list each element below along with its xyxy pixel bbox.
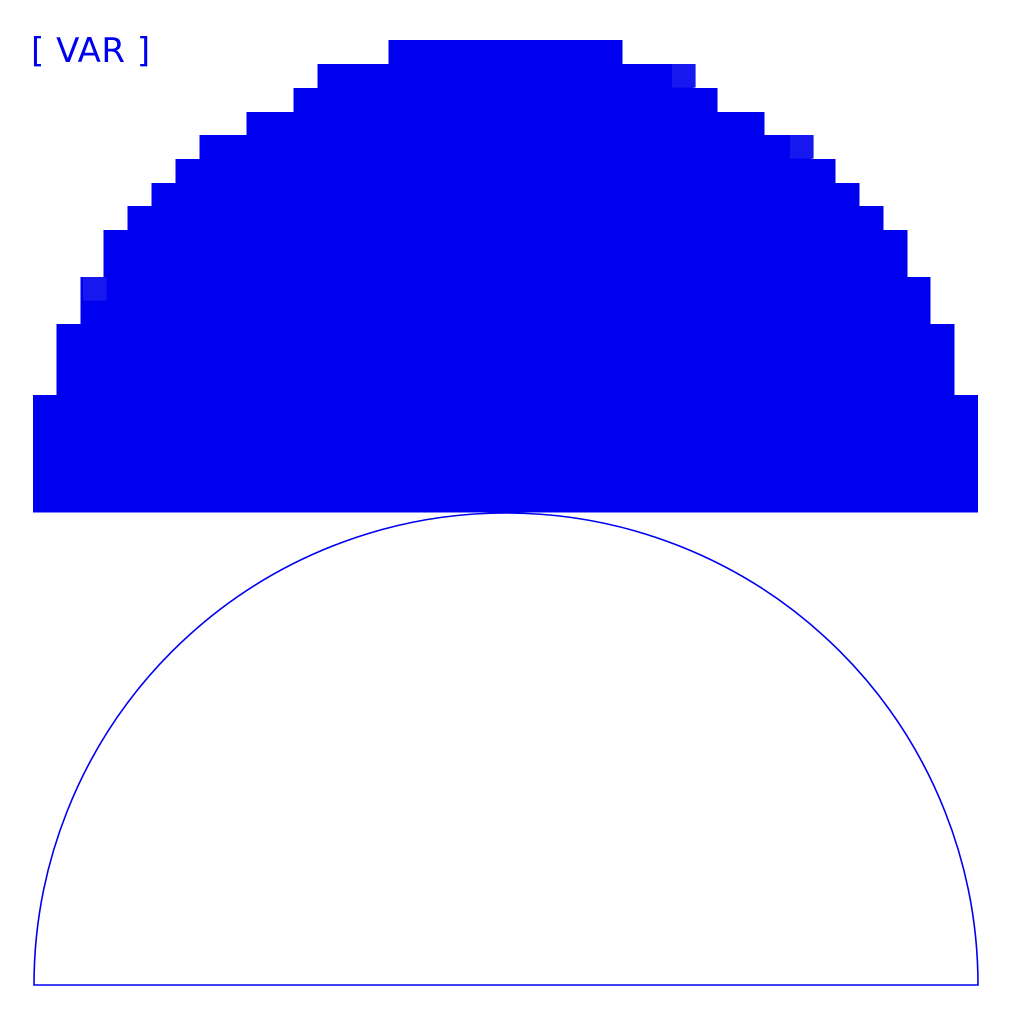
pixel-row <box>103 230 908 278</box>
pixel-tile <box>790 135 814 159</box>
pixel-row <box>317 64 694 89</box>
pixel-row <box>56 324 955 396</box>
brand-logo-text: [ VAR ] <box>31 31 151 71</box>
pixel-row <box>151 183 860 207</box>
pixel-row <box>388 40 623 65</box>
pixel-row <box>293 88 718 113</box>
pixelated-semicircle <box>33 40 978 513</box>
pixel-row <box>199 135 812 160</box>
pixel-row <box>127 206 884 231</box>
pixel-tile <box>83 277 107 301</box>
pixel-row <box>33 395 978 513</box>
pixel-row <box>80 277 931 325</box>
outlined-semicircle <box>33 512 979 986</box>
pixel-row <box>175 159 836 184</box>
pixel-tile <box>672 64 696 88</box>
pixel-row <box>246 112 765 136</box>
